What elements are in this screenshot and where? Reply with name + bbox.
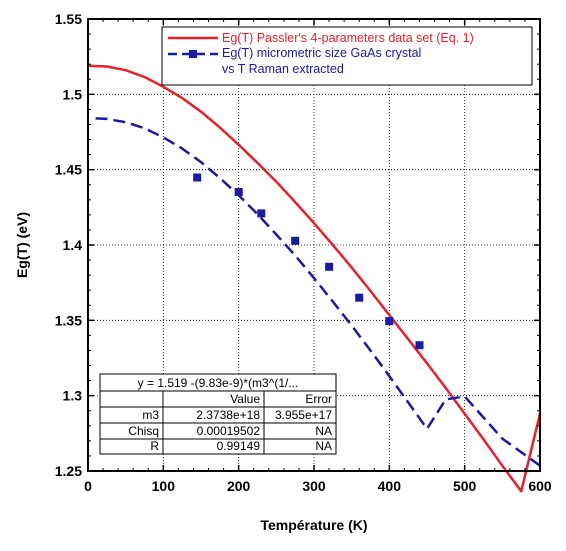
fit-row-error: NA xyxy=(315,424,332,438)
fit-row-error: 3.955e+17 xyxy=(275,408,332,422)
legend: Eg(T) Passler's 4-parameters data set (E… xyxy=(161,26,533,86)
legend-box xyxy=(161,26,533,86)
fit-header-error: Error xyxy=(305,392,332,406)
y-tick-label: 1.4 xyxy=(63,237,83,253)
raman-data-point xyxy=(415,341,424,350)
raman-data-point xyxy=(325,262,334,271)
fit-row-error: NA xyxy=(315,439,332,453)
fit-equation: y = 1.519 -(9.83e-9)*(m3^(1/... xyxy=(138,376,299,390)
y-tick-label: 1.35 xyxy=(55,312,82,328)
axis-ticks: 0 100 200 300 400 500 600 1.25 1.3 1.35 1.4 1.45 1.5… xyxy=(55,11,552,494)
x-tick-label: 200 xyxy=(227,478,251,494)
y-tick-label: 1.45 xyxy=(55,162,82,178)
x-axis-title: Température (K) xyxy=(260,517,367,533)
data-markers xyxy=(193,173,424,350)
fit-row-label: R xyxy=(150,439,159,453)
x-tick-label: 100 xyxy=(152,478,176,494)
raman-data-point xyxy=(355,293,364,302)
y-tick-label: 1.3 xyxy=(63,388,83,404)
legend-label-passler: Eg(T) Passler's 4-parameters data set (E… xyxy=(222,31,474,45)
series-raman-fit-line xyxy=(95,117,541,467)
fit-header-value: Value xyxy=(230,392,260,406)
raman-data-point xyxy=(193,173,202,182)
series-passler-line xyxy=(87,64,542,493)
x-tick-label: 300 xyxy=(302,478,326,494)
legend-marker-raman xyxy=(189,50,197,58)
y-tick-label: 1.25 xyxy=(55,463,82,479)
raman-data-point xyxy=(385,317,394,326)
curves xyxy=(87,64,542,493)
fit-row-label: m3 xyxy=(142,408,159,422)
fit-row-value: 2.3738e+18 xyxy=(196,408,260,422)
fit-row-label: Chisq xyxy=(128,424,159,438)
y-tick-label: 1.5 xyxy=(63,86,83,102)
x-tick-label: 500 xyxy=(453,478,477,494)
fit-row-value: 0.99149 xyxy=(217,439,261,453)
fit-row-value: 0.00019502 xyxy=(197,424,261,438)
x-tick-label: 0 xyxy=(84,478,92,494)
x-tick-label: 400 xyxy=(378,478,402,494)
legend-label-raman-2: vs T Raman extracted xyxy=(222,62,344,76)
x-tick-label: 600 xyxy=(528,478,552,494)
fit-table-frame xyxy=(99,373,337,455)
fit-results-table: y = 1.519 -(9.83e-9)*(m3^(1/... Value Er… xyxy=(99,373,337,455)
raman-data-point xyxy=(291,236,300,245)
raman-data-point xyxy=(257,209,266,218)
legend-label-raman-1: Eg(T) micrometric size GaAs crystal xyxy=(222,46,421,60)
raman-data-point xyxy=(234,188,243,196)
y-axis-title: Eg(T) (eV) xyxy=(14,212,30,278)
y-tick-label: 1.55 xyxy=(55,11,82,27)
